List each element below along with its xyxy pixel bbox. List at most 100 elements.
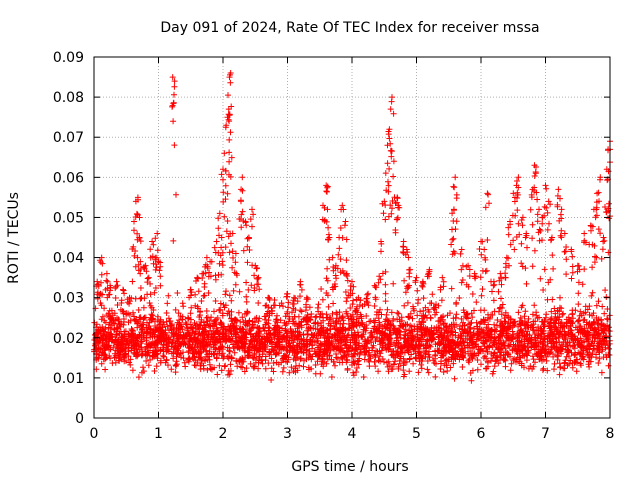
data-point xyxy=(144,352,151,359)
data-point xyxy=(446,323,453,330)
data-point xyxy=(394,309,401,316)
data-point xyxy=(274,323,281,330)
data-point xyxy=(433,327,440,333)
data-point xyxy=(237,363,244,370)
data-point xyxy=(220,166,226,173)
data-point xyxy=(194,303,201,310)
data-point xyxy=(154,230,161,237)
data-point xyxy=(385,321,392,328)
data-point xyxy=(343,236,350,243)
data-point xyxy=(143,268,150,275)
data-point xyxy=(262,346,269,353)
data-point xyxy=(535,324,542,330)
data-point xyxy=(144,319,150,326)
data-point xyxy=(508,316,514,323)
data-point xyxy=(415,369,422,376)
data-point xyxy=(129,278,136,285)
data-point xyxy=(290,368,297,374)
data-point xyxy=(419,283,426,290)
data-point xyxy=(464,342,471,349)
data-point xyxy=(548,331,555,338)
data-point xyxy=(103,344,110,351)
data-point xyxy=(260,333,266,340)
data-point xyxy=(171,142,178,149)
data-point xyxy=(308,311,315,317)
data-point xyxy=(500,324,507,331)
data-point xyxy=(587,343,594,350)
data-point xyxy=(215,215,222,222)
data-point xyxy=(467,329,474,336)
data-point xyxy=(256,348,263,355)
data-point xyxy=(535,350,542,357)
data-point xyxy=(127,361,134,368)
data-point xyxy=(282,353,289,360)
data-point xyxy=(311,320,318,327)
data-point xyxy=(453,299,460,306)
data-point xyxy=(255,359,262,366)
data-point xyxy=(335,251,342,258)
data-point xyxy=(284,334,291,340)
data-point xyxy=(113,278,120,285)
data-point xyxy=(154,334,161,341)
data-point xyxy=(246,247,253,253)
data-point xyxy=(127,356,134,363)
data-point xyxy=(390,158,397,165)
data-point xyxy=(507,341,514,348)
data-point xyxy=(283,328,290,334)
data-point xyxy=(236,288,243,295)
data-point xyxy=(400,243,407,250)
data-point xyxy=(254,275,261,282)
data-point xyxy=(384,342,391,349)
data-point xyxy=(599,336,606,343)
data-point xyxy=(174,290,181,296)
data-point xyxy=(563,331,570,338)
data-point xyxy=(451,207,457,214)
data-point xyxy=(185,358,192,365)
data-point xyxy=(211,308,217,315)
data-point xyxy=(471,325,477,332)
data-point xyxy=(384,306,391,313)
data-point xyxy=(395,204,402,211)
data-point xyxy=(222,291,229,298)
data-point xyxy=(560,310,567,317)
data-point xyxy=(347,305,354,311)
data-point xyxy=(414,334,421,341)
data-point xyxy=(350,372,357,379)
data-point xyxy=(266,325,273,332)
data-point xyxy=(246,346,253,353)
data-point xyxy=(139,369,145,376)
data-point xyxy=(400,367,407,374)
data-point xyxy=(447,332,454,338)
data-point xyxy=(237,197,244,204)
data-point xyxy=(102,345,109,352)
data-point xyxy=(123,337,130,344)
data-point xyxy=(451,250,458,257)
data-point xyxy=(350,353,357,360)
data-point xyxy=(507,367,514,374)
data-point xyxy=(213,238,220,245)
data-point xyxy=(228,240,234,247)
data-point xyxy=(484,237,491,243)
data-point xyxy=(99,332,106,339)
data-point xyxy=(135,374,142,381)
data-point xyxy=(297,356,304,363)
data-point xyxy=(134,320,141,327)
data-point xyxy=(98,271,105,278)
data-point xyxy=(458,315,465,322)
data-point xyxy=(217,330,223,337)
data-point xyxy=(165,346,171,353)
data-point xyxy=(339,359,346,366)
data-point xyxy=(591,325,598,332)
data-point xyxy=(342,327,349,334)
data-point xyxy=(220,189,227,196)
data-point xyxy=(251,345,258,352)
data-point xyxy=(123,357,129,364)
data-point xyxy=(151,289,158,296)
data-point xyxy=(436,317,443,324)
data-point xyxy=(227,129,234,136)
data-point xyxy=(497,322,503,329)
data-point xyxy=(388,309,395,316)
data-point xyxy=(94,339,101,345)
data-point xyxy=(401,302,408,309)
data-point xyxy=(321,350,328,357)
